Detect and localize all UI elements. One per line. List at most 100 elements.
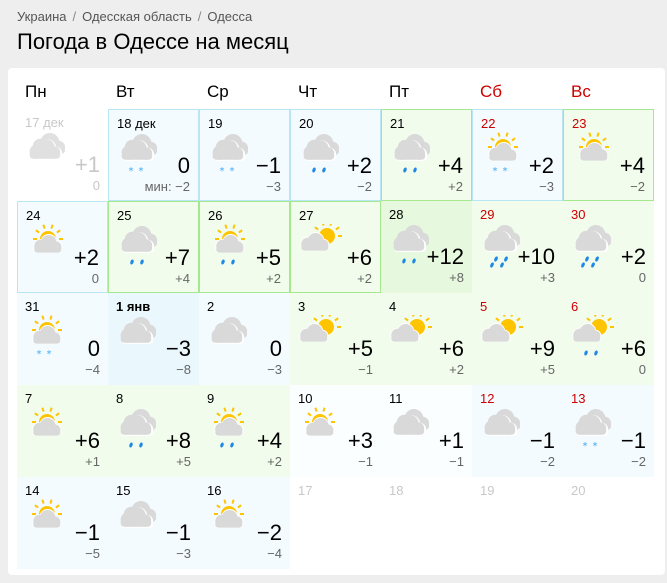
min-label: мин: bbox=[144, 179, 176, 194]
sun-cloud-icon bbox=[205, 499, 251, 545]
day-date: 17 дек bbox=[25, 115, 64, 130]
day-date: 28 bbox=[389, 207, 404, 222]
day-date: 20 bbox=[571, 483, 586, 498]
day-cell[interactable]: 5 +9 +5 bbox=[472, 293, 563, 385]
min-value: −3 bbox=[266, 179, 281, 194]
min-temperature: мин: −2 bbox=[145, 179, 190, 194]
max-temperature: +1 bbox=[438, 428, 464, 453]
min-value: +2 bbox=[266, 271, 281, 286]
cloudy-rain-icon bbox=[387, 223, 433, 269]
day-cell[interactable]: 4 +6 +2 bbox=[381, 293, 472, 385]
weekday-header: Вс bbox=[571, 82, 591, 101]
partly-cloudy-icon bbox=[478, 312, 524, 361]
min-temperature: +2 bbox=[448, 179, 463, 194]
day-cell[interactable]: 10 +3 −1 bbox=[290, 385, 381, 477]
min-value: +2 bbox=[267, 454, 282, 469]
min-value: 0 bbox=[638, 362, 646, 377]
min-value: −2 bbox=[357, 179, 372, 194]
day-cell[interactable]: 11 +1 −1 bbox=[381, 385, 472, 477]
day-cell[interactable]: 6 +6 0 bbox=[563, 293, 654, 385]
cloudy-icon bbox=[387, 407, 433, 453]
min-temperature: −1 bbox=[449, 454, 464, 469]
day-date: 23 bbox=[572, 116, 587, 131]
max-temperature: −1 bbox=[165, 520, 191, 545]
day-cell[interactable]: 26 +5 +2 bbox=[199, 201, 290, 293]
day-date: 20 bbox=[299, 116, 314, 131]
max-temperature: −3 bbox=[165, 336, 191, 361]
breadcrumb-link-country[interactable]: Украина bbox=[17, 9, 67, 24]
min-temperature: +2 bbox=[449, 362, 464, 377]
day-cell[interactable]: 14 −1 −5 bbox=[17, 477, 108, 569]
min-temperature: −2 bbox=[540, 454, 555, 469]
min-value: −3 bbox=[539, 179, 554, 194]
day-cell[interactable]: 2 0 −3 bbox=[199, 293, 290, 385]
max-temperature: 0 bbox=[269, 336, 282, 361]
min-value: −1 bbox=[449, 454, 464, 469]
max-temperature: −1 bbox=[255, 153, 281, 178]
cloudy-icon bbox=[478, 407, 524, 453]
cloudy-rain-icon bbox=[388, 132, 434, 178]
min-value: −5 bbox=[85, 546, 100, 561]
max-temperature: +2 bbox=[73, 245, 99, 270]
day-cell[interactable]: 30 +2 0 bbox=[563, 201, 654, 293]
day-cell[interactable]: 19 * * −1 −3 bbox=[199, 109, 290, 201]
weekday-header: Пт bbox=[389, 82, 410, 101]
svg-text:*: * bbox=[220, 166, 225, 177]
day-cell[interactable]: 15 −1 −3 bbox=[108, 477, 199, 569]
day-date: 9 bbox=[207, 391, 215, 406]
breadcrumb-link-city[interactable]: Одесса bbox=[207, 9, 253, 24]
min-value: −1 bbox=[358, 454, 373, 469]
day-cell[interactable]: 21 +4 +2 bbox=[381, 109, 472, 201]
day-cell[interactable]: 1 янв −3 −8 bbox=[108, 293, 199, 385]
max-temperature: −2 bbox=[256, 520, 282, 545]
min-value: +2 bbox=[449, 362, 464, 377]
day-cell[interactable]: 12 −1 −2 bbox=[472, 385, 563, 477]
min-temperature: −1 bbox=[358, 362, 373, 377]
day-cell[interactable]: 9 +4 +2 bbox=[199, 385, 290, 477]
breadcrumb-link-region[interactable]: Одесская область bbox=[82, 9, 192, 24]
day-date: 30 bbox=[571, 207, 586, 222]
day-cell[interactable]: 29 +10 +3 bbox=[472, 201, 563, 293]
min-value: +3 bbox=[540, 270, 555, 285]
day-date: 12 bbox=[480, 391, 495, 406]
day-cell[interactable]: 8 +8 +5 bbox=[108, 385, 199, 477]
cloudy-snow-icon: * * bbox=[115, 132, 161, 178]
day-date: 11 bbox=[389, 391, 403, 406]
day-cell[interactable]: 17 дек +1 0 bbox=[17, 109, 108, 201]
day-date: 15 bbox=[116, 483, 131, 498]
min-temperature: −2 bbox=[357, 179, 372, 194]
day-cell: 20 bbox=[563, 477, 654, 569]
day-cell[interactable]: 7 +6 +1 bbox=[17, 385, 108, 477]
day-date: 19 bbox=[208, 116, 223, 131]
day-cell[interactable]: 3 +5 −1 bbox=[290, 293, 381, 385]
day-cell[interactable]: 24 +2 0 bbox=[17, 201, 108, 293]
min-value: +4 bbox=[175, 271, 190, 286]
min-temperature: −3 bbox=[539, 179, 554, 194]
min-temperature: −3 bbox=[266, 179, 281, 194]
day-cell[interactable]: 31 * * 0 −4 bbox=[17, 293, 108, 385]
day-cell[interactable]: 18 дек * * 0 мин: −2 bbox=[108, 109, 199, 201]
max-temperature: +6 bbox=[74, 428, 100, 453]
min-value: −3 bbox=[176, 546, 191, 561]
day-cell[interactable]: 28 +12 +8 bbox=[381, 201, 472, 293]
day-cell[interactable]: 22 * * +2 −3 bbox=[472, 109, 563, 201]
day-date: 22 bbox=[481, 116, 496, 131]
min-temperature: −2 bbox=[631, 454, 646, 469]
day-cell[interactable]: 27 +6 +2 bbox=[290, 201, 381, 293]
day-cell[interactable]: 25 +7 +4 bbox=[108, 201, 199, 293]
day-date: 21 bbox=[390, 116, 405, 131]
min-temperature: −5 bbox=[85, 546, 100, 561]
min-temperature: −4 bbox=[267, 546, 282, 561]
day-cell[interactable]: 16 −2 −4 bbox=[199, 477, 290, 569]
day-cell[interactable]: 13 * * −1 −2 bbox=[563, 385, 654, 477]
min-value: +5 bbox=[176, 454, 191, 469]
max-temperature: +8 bbox=[165, 428, 191, 453]
min-value: −2 bbox=[631, 454, 646, 469]
cloudy-rain-icon bbox=[115, 224, 161, 270]
max-temperature: +5 bbox=[347, 336, 373, 361]
sun-cloud-icon bbox=[296, 407, 342, 453]
svg-text:*: * bbox=[493, 166, 498, 177]
min-temperature: +8 bbox=[449, 270, 464, 285]
day-cell[interactable]: 20 +2 −2 bbox=[290, 109, 381, 201]
day-cell[interactable]: 23 +4 −2 bbox=[563, 109, 654, 201]
